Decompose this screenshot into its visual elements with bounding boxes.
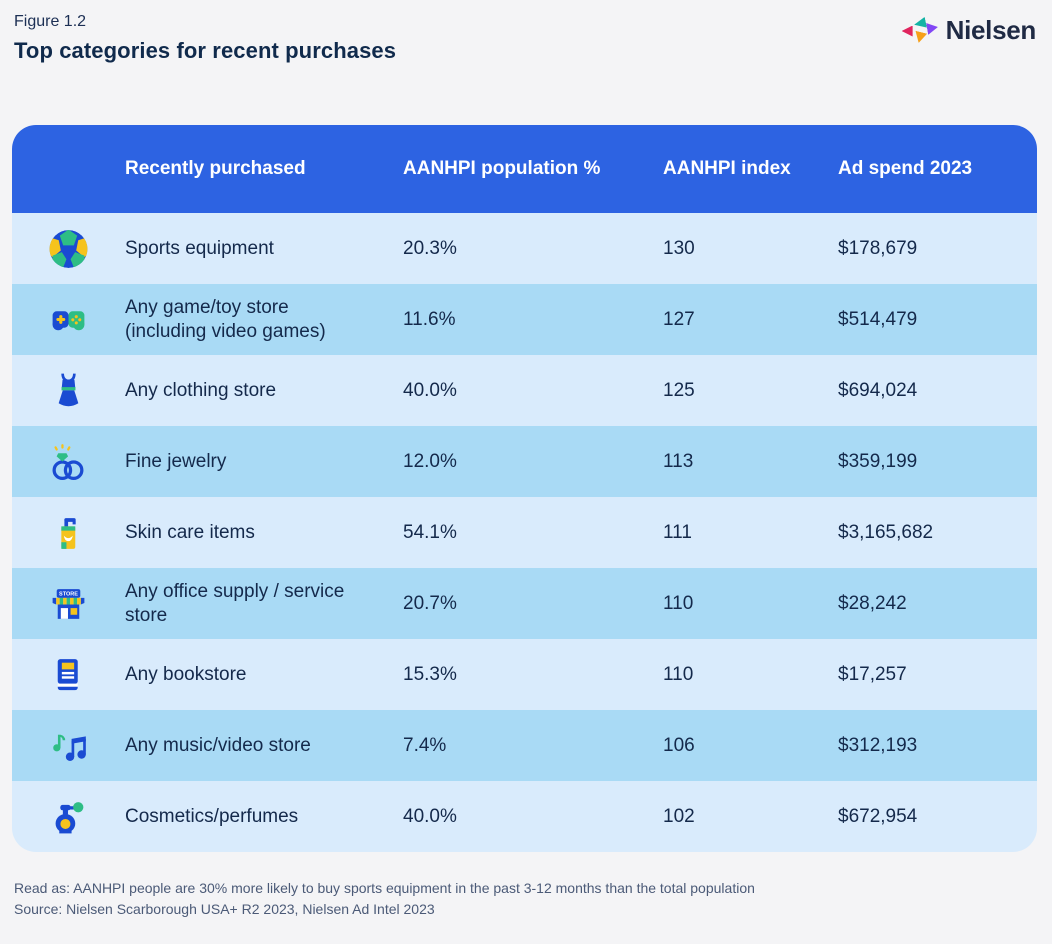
population-pct-value: 11.6% [403,308,456,330]
index-value: 130 [663,237,695,259]
nielsen-logo: Nielsen [901,15,1037,46]
category-label: Any game/toy store (including video game… [125,296,326,342]
category-label: Sports equipment [125,237,274,259]
ad-spend-value: $28,242 [838,592,907,614]
table-row: Any bookstore 15.3% 110 $17,257 [12,639,1037,710]
table-row: Any game/toy store (including video game… [12,284,1037,355]
category-label: Any office supply / service store [125,580,345,626]
table-row: Any clothing store 40.0% 125 $694,024 [12,355,1037,426]
storefront-icon: STORE [52,588,85,619]
categories-table: Recently purchased AANHPI population % A… [12,125,1037,852]
top-bar: Figure 1.2 Top categories for recent pur… [0,0,1052,64]
category-label: Any bookstore [125,663,247,685]
svg-text:STORE: STORE [59,591,78,597]
page-title: Top categories for recent purchases [14,38,397,63]
category-label: Any music/video store [125,734,311,756]
category-label: Fine jewelry [125,450,227,472]
category-label: Any clothing store [125,379,277,401]
logo-triangle-orange [912,30,926,44]
table-row: Fine jewelry 12.0% 113 $359,199 [12,426,1037,497]
index-value: 111 [663,521,692,543]
index-value: 106 [663,734,695,756]
ad-spend-value: $17,257 [838,663,907,685]
index-value: 110 [663,592,694,614]
population-pct-value: 20.3% [403,237,457,259]
index-value: 102 [663,805,695,827]
table-header-row: Recently purchased AANHPI population % A… [12,125,1037,213]
figure-label: Figure 1.2 [14,13,87,30]
ad-spend-value: $514,479 [838,308,918,330]
read-as-note: Read as: AANHPI people are 30% more like… [14,880,755,896]
table-row: Sports equipment 20.3% 130 $178,679 [12,213,1037,284]
ad-spend-value: $3,165,682 [838,521,934,543]
rings-icon [52,443,84,480]
book-icon [57,658,78,690]
perfume-bottle-icon [55,801,84,833]
logo-triangle-teal [913,16,927,29]
population-pct-value: 40.0% [403,379,457,401]
header-index: AANHPI index [663,158,791,179]
soccer-ball-icon [49,229,88,268]
index-value: 127 [663,308,695,330]
population-pct-value: 20.7% [403,592,457,614]
header-ad-spend: Ad spend 2023 [838,158,973,179]
ad-spend-value: $359,199 [838,450,918,472]
logo-triangle-red [901,25,913,37]
population-pct-value: 7.4% [403,734,447,756]
population-pct-value: 12.0% [403,450,457,472]
header-population-pct: AANHPI population % [403,158,601,179]
table-row: Cosmetics/perfumes 40.0% 102 $672,954 [12,781,1037,852]
lotion-pump-icon [61,517,76,549]
header-recently-purchased: Recently purchased [125,158,306,179]
source-note: Source: Nielsen Scarborough USA+ R2 2023… [14,901,435,917]
category-label: Cosmetics/perfumes [125,805,299,827]
game-controller-icon [52,310,85,330]
nielsen-logo-icon [901,16,939,45]
logo-triangle-purple [926,21,939,35]
music-notes-icon [53,734,86,761]
index-value: 110 [663,663,694,685]
dress-icon [58,373,79,406]
nielsen-wordmark: Nielsen [945,15,1037,45]
population-pct-value: 40.0% [403,805,457,827]
ad-spend-value: $694,024 [838,379,918,401]
category-label: Skin care items [125,521,255,543]
ad-spend-value: $672,954 [838,805,918,827]
table-row: Skin care items 54.1% 111 $3,165,682 [12,497,1037,568]
ad-spend-value: $312,193 [838,734,918,756]
table-row: Any music/video store 7.4% 106 $312,193 [12,710,1037,781]
footnotes: Read as: AANHPI people are 30% more like… [14,878,755,920]
title-block: Figure 1.2 Top categories for recent pur… [14,13,396,64]
table-row: STORE Any [12,568,1037,639]
population-pct-value: 15.3% [403,663,457,685]
population-pct-value: 54.1% [403,521,457,543]
ad-spend-value: $178,679 [838,237,918,259]
index-value: 113 [663,450,694,472]
index-value: 125 [663,379,695,401]
